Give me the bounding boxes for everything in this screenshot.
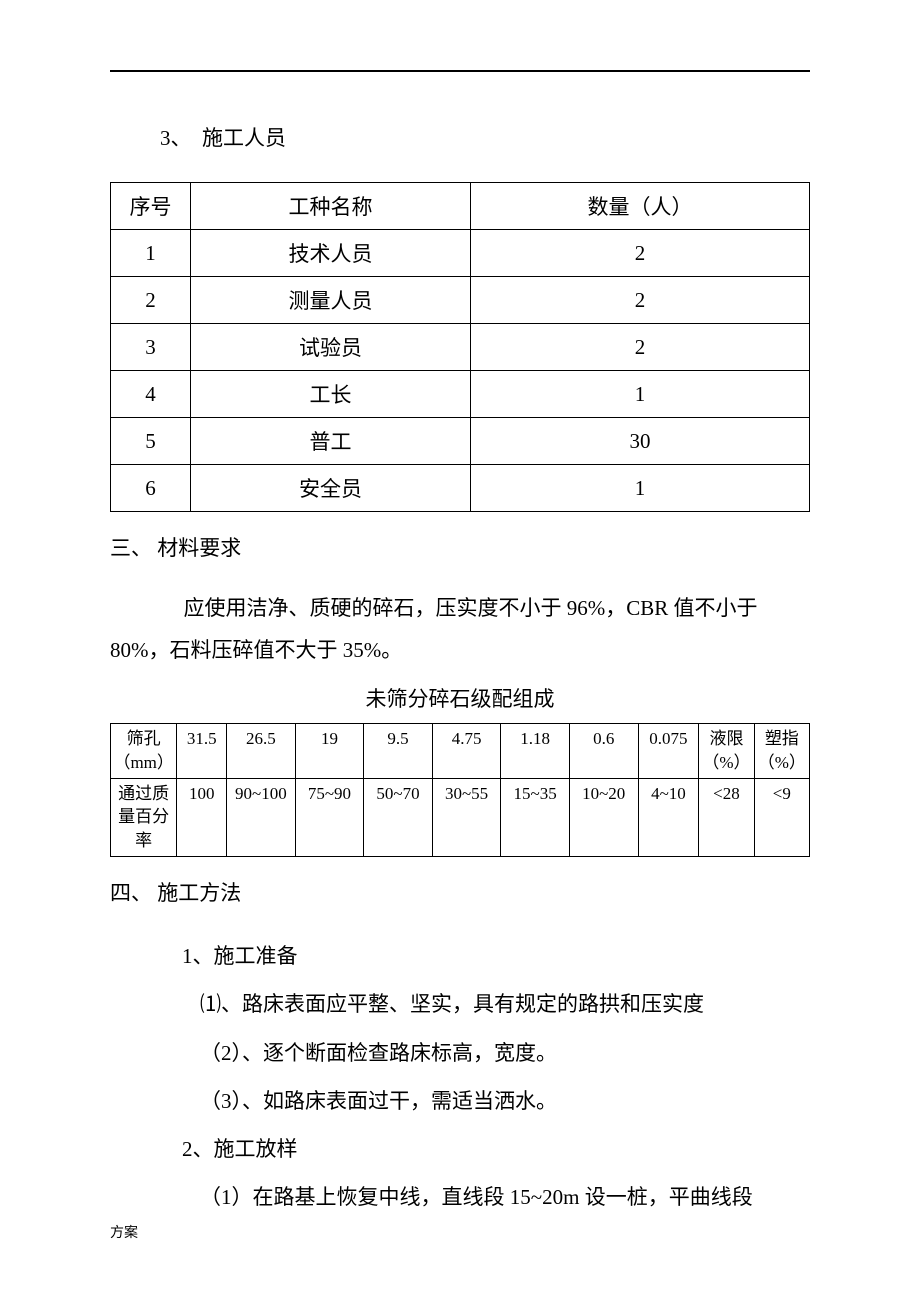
cell: 3 <box>111 324 191 371</box>
cell: 工长 <box>191 371 471 418</box>
cell: 100 <box>177 778 227 856</box>
cell: 6 <box>111 465 191 512</box>
personnel-table: 序号 工种名称 数量（人） 1 技术人员 2 2 测量人员 2 3 试验员 2 … <box>110 182 810 512</box>
table-row: 1 技术人员 2 <box>111 230 810 277</box>
table-row: 6 安全员 1 <box>111 465 810 512</box>
cell: <28 <box>699 778 754 856</box>
material-paragraph: 应使用洁净、质硬的碎石，压实度不小于 96%，CBR 值不小于 80%，石料压碎… <box>110 587 810 671</box>
cell: 0.6 <box>569 724 638 779</box>
cell: 1 <box>471 371 810 418</box>
cell: 试验员 <box>191 324 471 371</box>
th-seq: 序号 <box>111 183 191 230</box>
table-row: 3 试验员 2 <box>111 324 810 371</box>
cell: 9.5 <box>364 724 433 779</box>
table-row: 2 测量人员 2 <box>111 277 810 324</box>
top-rule <box>110 70 810 72</box>
gradation-caption: 未筛分碎石级配组成 <box>110 683 810 713</box>
cell: 技术人员 <box>191 230 471 277</box>
cell: 测量人员 <box>191 277 471 324</box>
cell: 2 <box>471 324 810 371</box>
cell: 75~90 <box>295 778 364 856</box>
cell: 4~10 <box>638 778 699 856</box>
cell: 2 <box>471 277 810 324</box>
cell: 30 <box>471 418 810 465</box>
cell: <9 <box>754 778 809 856</box>
table-row: 筛孔（mm） 31.5 26.5 19 9.5 4.75 1.18 0.6 0.… <box>111 724 810 779</box>
th-count: 数量（人） <box>471 183 810 230</box>
cell: 1.18 <box>501 724 570 779</box>
th-job: 工种名称 <box>191 183 471 230</box>
list-item: ⑴、路床表面应平整、坚实，具有规定的路拱和压实度 <box>200 980 810 1028</box>
cell: 90~100 <box>227 778 296 856</box>
cell: 5 <box>111 418 191 465</box>
section-method-title: 四、 施工方法 <box>110 877 810 907</box>
cell: 30~55 <box>432 778 501 856</box>
cell: 26.5 <box>227 724 296 779</box>
cell: 15~35 <box>501 778 570 856</box>
heading-construction-personnel: 3、 施工人员 <box>160 122 810 152</box>
cell: 2 <box>111 277 191 324</box>
table-row: 通过质量百分率 100 90~100 75~90 50~70 30~55 15~… <box>111 778 810 856</box>
table-row: 5 普工 30 <box>111 418 810 465</box>
list-item: （3）、如路床表面过干，需适当洒水。 <box>200 1077 810 1125</box>
cell: 安全员 <box>191 465 471 512</box>
cell: 塑指（%） <box>754 724 809 779</box>
cell: 筛孔（mm） <box>111 724 177 779</box>
cell: 1 <box>471 465 810 512</box>
cell: 31.5 <box>177 724 227 779</box>
footer-text: 方案 <box>110 1222 138 1242</box>
cell: 通过质量百分率 <box>111 778 177 856</box>
cell: 50~70 <box>364 778 433 856</box>
cell: 液限（%） <box>699 724 754 779</box>
section-material-title: 三、 材料要求 <box>110 532 810 562</box>
cell: 1 <box>111 230 191 277</box>
cell: 4 <box>111 371 191 418</box>
cell: 10~20 <box>569 778 638 856</box>
gradation-table: 筛孔（mm） 31.5 26.5 19 9.5 4.75 1.18 0.6 0.… <box>110 723 810 857</box>
cell: 普工 <box>191 418 471 465</box>
cell: 19 <box>295 724 364 779</box>
table-row: 4 工长 1 <box>111 371 810 418</box>
list-item: 2、施工放样 <box>182 1125 810 1173</box>
list-item: 1、施工准备 <box>182 932 810 980</box>
list-item: （1）在路基上恢复中线，直线段 15~20m 设一桩，平曲线段 <box>200 1173 810 1221</box>
list-item: （2）、逐个断面检查路床标高，宽度。 <box>200 1029 810 1077</box>
cell: 4.75 <box>432 724 501 779</box>
cell: 2 <box>471 230 810 277</box>
cell: 0.075 <box>638 724 699 779</box>
